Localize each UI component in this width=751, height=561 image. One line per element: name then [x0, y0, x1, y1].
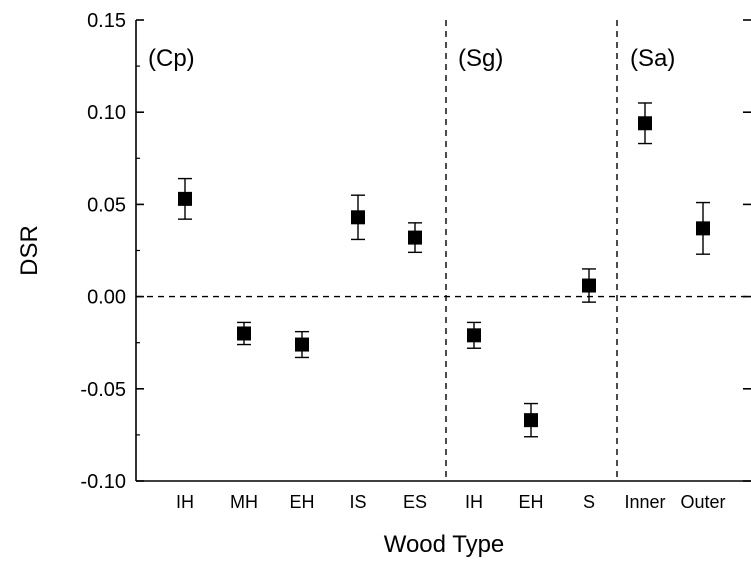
y-tick-label: -0.05 — [80, 379, 126, 401]
x-category-label: EH — [289, 492, 314, 512]
x-category-label: MH — [230, 492, 258, 512]
data-point-marker — [237, 326, 251, 341]
x-axis-title: Wood Type — [384, 531, 505, 558]
group-label: (Sa) — [630, 45, 675, 72]
y-tick-label: 0.05 — [87, 194, 126, 216]
data-point-marker — [582, 278, 596, 293]
data-point-marker — [351, 210, 365, 225]
y-tick-label: 0.10 — [87, 102, 126, 124]
y-tick-label: 0.00 — [87, 287, 126, 309]
y-axis-title: DSR — [16, 225, 43, 276]
y-tick-label: -0.10 — [80, 471, 126, 493]
x-category-label: IS — [349, 492, 366, 512]
data-point-marker — [295, 337, 309, 352]
x-category-label: Inner — [624, 492, 665, 512]
x-category-label: S — [583, 492, 595, 512]
x-category-label: Outer — [680, 492, 725, 512]
group-label: (Cp) — [148, 45, 195, 72]
x-category-label: IH — [176, 492, 194, 512]
y-tick-label: 0.15 — [87, 10, 126, 32]
x-category-label: IH — [465, 492, 483, 512]
data-point-marker — [638, 116, 652, 131]
data-point-marker — [467, 328, 481, 343]
data-point-marker — [524, 413, 538, 428]
x-category-label: ES — [403, 492, 427, 512]
data-point-marker — [408, 230, 422, 245]
data-point-marker — [178, 191, 192, 206]
data-point-marker — [696, 221, 710, 236]
x-category-label: EH — [518, 492, 543, 512]
group-label: (Sg) — [458, 45, 503, 72]
